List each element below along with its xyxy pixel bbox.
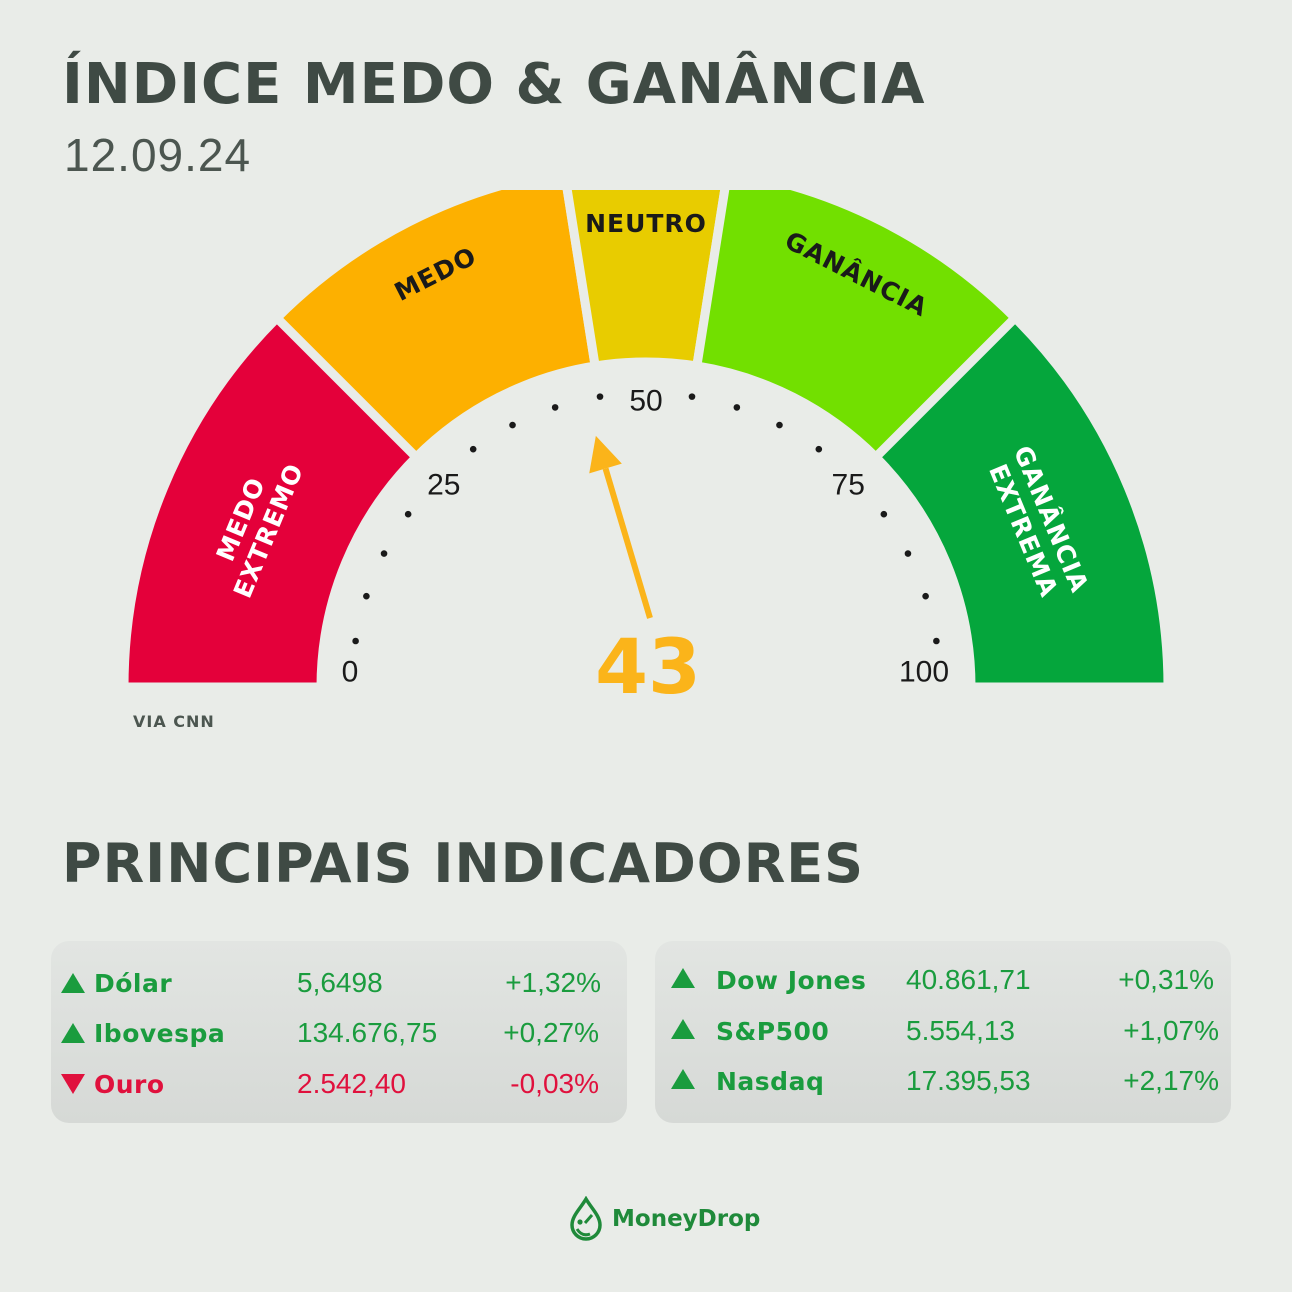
gauge-dot bbox=[880, 510, 888, 518]
indicator-value: 5,6498 bbox=[297, 967, 383, 998]
gauge-tick-labels: 0 25 50 75 100 bbox=[342, 385, 949, 689]
indicator-change: +0,31% bbox=[1118, 964, 1214, 995]
indicator-row-sp500: S&P500 5.554,13 +1,07% bbox=[655, 1011, 1231, 1051]
indicator-value: 5.554,13 bbox=[906, 1015, 1015, 1046]
indicator-name: Dow Jones bbox=[716, 965, 867, 995]
indicator-row-ouro: Ouro 2.542,40 -0,03% bbox=[51, 1064, 627, 1104]
brand-name: MoneyDrop bbox=[612, 1206, 761, 1232]
trend-arrow-icon bbox=[671, 1019, 695, 1039]
indicator-change: +0,27% bbox=[503, 1017, 599, 1048]
indicator-name: S&P500 bbox=[716, 1016, 830, 1046]
pointer-shaft bbox=[602, 467, 653, 619]
gauge-zones bbox=[119, 190, 1173, 692]
indicators-title: PRINCIPAIS INDICADORES bbox=[62, 832, 865, 895]
source-note: VIA CNN bbox=[133, 712, 215, 731]
indicators-panel-right: Dow Jones 40.861,71 +0,31% S&P500 5.554,… bbox=[655, 941, 1231, 1123]
gauge-dot bbox=[352, 637, 359, 645]
gauge-dot bbox=[551, 404, 559, 411]
gauge-tick-label: 50 bbox=[629, 385, 662, 418]
trend-arrow-icon bbox=[671, 968, 695, 988]
gauge-dot bbox=[380, 550, 388, 557]
gauge-zone-4 bbox=[869, 311, 1173, 692]
indicator-change: -0,03% bbox=[510, 1068, 599, 1099]
trend-arrow-icon bbox=[61, 973, 85, 993]
zone-label-2: NEUTRO bbox=[585, 209, 707, 238]
zone-label-text: NEUTRO bbox=[585, 209, 707, 238]
indicator-value: 40.861,71 bbox=[906, 964, 1031, 995]
gauge-dot bbox=[922, 592, 929, 600]
pointer-head bbox=[589, 435, 622, 474]
gauge-pointer bbox=[589, 435, 653, 619]
indicator-row-ibovespa: Ibovespa 134.676,75 +0,27% bbox=[51, 1013, 627, 1053]
fear-greed-gauge: MEDOEXTREMOMEDONEUTROGANÂNCIAGANÂNCIAEXT… bbox=[119, 190, 1173, 711]
indicator-row-dow-jones: Dow Jones 40.861,71 +0,31% bbox=[655, 960, 1231, 1000]
gauge-value: 43 bbox=[595, 622, 701, 711]
gauge-dot bbox=[596, 393, 604, 400]
gauge-tick-label: 25 bbox=[427, 468, 460, 501]
gauge-zone-1 bbox=[270, 190, 601, 464]
page-title: ÍNDICE MEDO & GANÂNCIA bbox=[62, 52, 926, 117]
gauge-dot bbox=[733, 404, 741, 411]
trend-arrow-icon bbox=[61, 1023, 85, 1043]
gauge-dot bbox=[469, 445, 477, 453]
gauge-dot bbox=[509, 421, 516, 429]
indicator-row-nasdaq: Nasdaq 17.395,53 +2,17% bbox=[655, 1061, 1231, 1101]
trend-arrow-icon bbox=[61, 1074, 85, 1094]
brand-logo: MoneyDrop bbox=[566, 1196, 760, 1242]
water-drop-icon bbox=[570, 1196, 602, 1241]
indicator-value: 17.395,53 bbox=[906, 1065, 1031, 1096]
gauge-zone-2 bbox=[562, 190, 730, 372]
report-date: 12.09.24 bbox=[64, 129, 252, 181]
gauge-dot bbox=[363, 592, 370, 600]
trend-arrow-icon bbox=[671, 1069, 695, 1089]
indicator-name: Ouro bbox=[94, 1069, 165, 1099]
indicators-panel-left: Dólar 5,6498 +1,32% Ibovespa 134.676,75 … bbox=[51, 941, 627, 1123]
gauge-dot bbox=[815, 445, 823, 453]
indicator-value: 2.542,40 bbox=[297, 1068, 406, 1099]
gauge-tick-label: 0 bbox=[342, 656, 359, 689]
gauge-minor-ticks bbox=[352, 393, 940, 645]
gauge-zone-0 bbox=[119, 311, 423, 692]
indicator-name: Dólar bbox=[94, 968, 173, 998]
gauge-dot bbox=[904, 550, 912, 557]
indicator-name: Ibovespa bbox=[94, 1018, 226, 1048]
gauge-dot bbox=[933, 637, 940, 645]
gauge-dot bbox=[776, 421, 783, 429]
gauge-dot bbox=[688, 393, 696, 400]
indicator-change: +2,17% bbox=[1123, 1065, 1219, 1096]
indicator-name: Nasdaq bbox=[716, 1066, 825, 1096]
gauge-dot bbox=[404, 510, 412, 518]
indicator-change: +1,32% bbox=[505, 967, 601, 998]
indicator-value: 134.676,75 bbox=[297, 1017, 438, 1048]
gauge-tick-label: 75 bbox=[832, 468, 865, 501]
indicator-change: +1,07% bbox=[1123, 1015, 1219, 1046]
indicator-row-dolar: Dólar 5,6498 +1,32% bbox=[51, 963, 627, 1003]
gauge-tick-label: 100 bbox=[899, 656, 949, 689]
